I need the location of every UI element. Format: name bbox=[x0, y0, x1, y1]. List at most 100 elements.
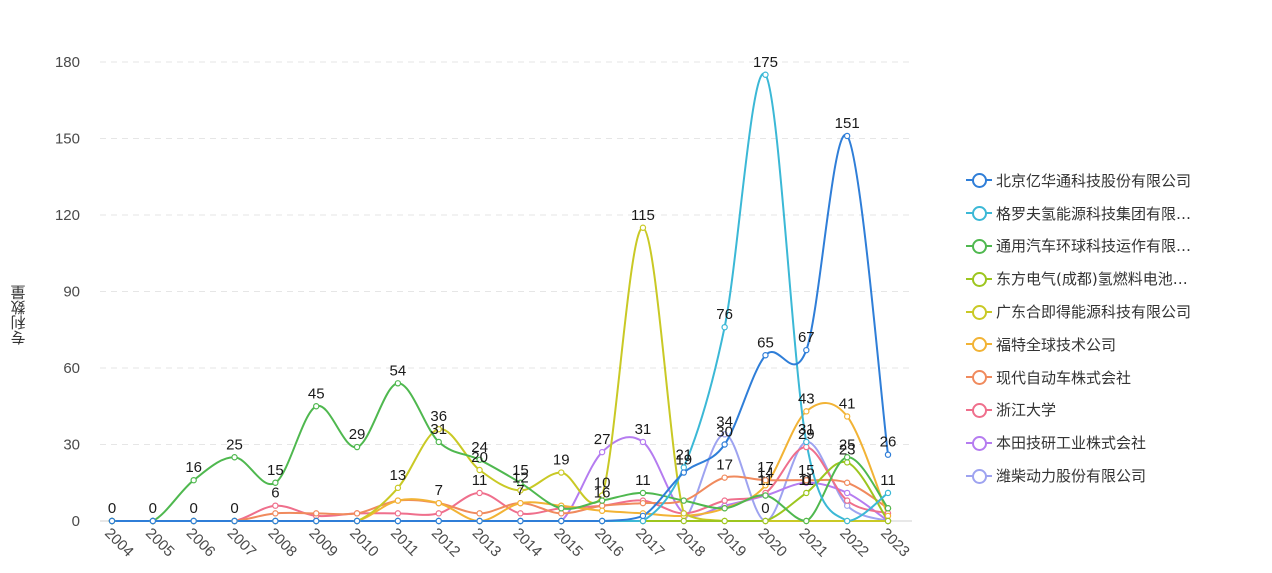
data-point[interactable] bbox=[762, 492, 769, 499]
data-point[interactable] bbox=[884, 505, 892, 512]
data-point[interactable] bbox=[435, 426, 442, 433]
data-point[interactable] bbox=[313, 403, 320, 410]
data-point[interactable] bbox=[476, 466, 483, 474]
data-point[interactable] bbox=[272, 510, 279, 517]
data-point[interactable] bbox=[762, 482, 769, 489]
data-point[interactable] bbox=[680, 469, 687, 476]
data-point[interactable] bbox=[803, 443, 810, 451]
data-point[interactable] bbox=[558, 510, 565, 517]
data-point[interactable] bbox=[517, 479, 524, 486]
data-point[interactable] bbox=[803, 408, 810, 415]
data-point[interactable] bbox=[721, 474, 728, 481]
data-point[interactable] bbox=[598, 517, 606, 525]
data-point[interactable] bbox=[680, 497, 687, 504]
data-point[interactable] bbox=[639, 517, 647, 525]
data-point[interactable] bbox=[558, 517, 565, 525]
data-label: 19 bbox=[675, 452, 692, 469]
data-point[interactable] bbox=[313, 517, 320, 525]
data-point[interactable] bbox=[803, 477, 810, 484]
legend-item[interactable]: 潍柴动力股份有限公司 bbox=[966, 459, 1191, 492]
data-point[interactable] bbox=[721, 505, 728, 512]
legend-item[interactable]: 东方电气(成都)氢燃料电池… bbox=[966, 262, 1191, 295]
data-point[interactable] bbox=[843, 479, 851, 486]
data-point[interactable] bbox=[803, 517, 810, 525]
legend-item[interactable]: 广东合即得能源科技有限公司 bbox=[966, 295, 1191, 328]
data-point[interactable] bbox=[884, 489, 892, 497]
data-point[interactable] bbox=[884, 517, 892, 525]
data-point[interactable] bbox=[149, 517, 157, 525]
legend-item[interactable]: 现代自动车株式会社 bbox=[966, 361, 1191, 394]
data-point[interactable] bbox=[558, 469, 565, 476]
legend-item[interactable]: 通用汽车环球科技运作有限… bbox=[966, 230, 1191, 263]
data-point[interactable] bbox=[313, 510, 320, 517]
data-point[interactable] bbox=[435, 499, 442, 507]
data-point[interactable] bbox=[843, 132, 851, 140]
legend-item[interactable]: 格罗夫氢能源科技集团有限… bbox=[966, 197, 1191, 230]
data-point[interactable] bbox=[558, 505, 565, 512]
legend-item[interactable]: 浙江大学 bbox=[966, 394, 1191, 427]
data-point[interactable] bbox=[353, 443, 361, 451]
data-point[interactable] bbox=[435, 517, 442, 525]
data-point[interactable] bbox=[639, 438, 647, 446]
data-point[interactable] bbox=[517, 510, 524, 517]
data-point[interactable] bbox=[680, 517, 687, 525]
data-point[interactable] bbox=[721, 497, 728, 504]
data-point[interactable] bbox=[721, 517, 728, 525]
data-point[interactable] bbox=[598, 497, 606, 504]
legend-item[interactable]: 福特全球技术公司 bbox=[966, 328, 1191, 361]
data-point[interactable] bbox=[721, 431, 728, 438]
data-point[interactable] bbox=[353, 517, 361, 525]
data-point[interactable] bbox=[517, 517, 524, 525]
data-point[interactable] bbox=[803, 489, 810, 497]
data-point[interactable] bbox=[353, 510, 361, 517]
data-point[interactable] bbox=[843, 413, 851, 420]
data-point[interactable] bbox=[435, 438, 442, 446]
data-point[interactable] bbox=[843, 454, 851, 461]
data-point[interactable] bbox=[190, 477, 197, 484]
data-point[interactable] bbox=[762, 517, 769, 525]
data-point[interactable] bbox=[639, 489, 647, 497]
data-point[interactable] bbox=[598, 502, 606, 509]
data-point[interactable] bbox=[721, 324, 728, 331]
data-point[interactable] bbox=[803, 346, 810, 354]
data-point[interactable] bbox=[517, 499, 524, 507]
data-point[interactable] bbox=[190, 517, 197, 525]
data-point[interactable] bbox=[884, 512, 892, 520]
legend-item[interactable]: 本田技研工业株式会社 bbox=[966, 426, 1191, 459]
data-point[interactable] bbox=[231, 454, 238, 461]
data-point[interactable] bbox=[762, 71, 769, 78]
data-point[interactable] bbox=[843, 489, 851, 497]
data-point[interactable] bbox=[884, 451, 892, 458]
data-point[interactable] bbox=[108, 517, 116, 525]
data-point[interactable] bbox=[394, 484, 402, 492]
data-point[interactable] bbox=[843, 497, 851, 504]
data-point[interactable] bbox=[272, 479, 279, 486]
data-point[interactable] bbox=[476, 517, 483, 525]
data-point[interactable] bbox=[598, 507, 606, 514]
data-point[interactable] bbox=[231, 517, 238, 525]
data-point[interactable] bbox=[680, 510, 687, 517]
data-point[interactable] bbox=[394, 510, 402, 517]
data-point[interactable] bbox=[843, 517, 851, 525]
data-point[interactable] bbox=[272, 517, 279, 525]
data-point[interactable] bbox=[517, 487, 524, 494]
data-point[interactable] bbox=[394, 517, 402, 525]
data-point[interactable] bbox=[639, 499, 647, 507]
data-point[interactable] bbox=[598, 448, 606, 456]
legend-label: 潍柴动力股份有限公司 bbox=[996, 467, 1147, 486]
data-point[interactable] bbox=[476, 510, 483, 517]
data-point[interactable] bbox=[394, 380, 402, 387]
data-point[interactable] bbox=[394, 497, 402, 504]
data-point[interactable] bbox=[803, 438, 810, 446]
data-point[interactable] bbox=[435, 510, 442, 517]
data-point[interactable] bbox=[476, 456, 483, 463]
data-point[interactable] bbox=[639, 224, 647, 231]
data-point[interactable] bbox=[721, 441, 728, 448]
legend-item[interactable]: 北京亿华通科技股份有限公司 bbox=[966, 164, 1191, 197]
data-point[interactable] bbox=[476, 489, 483, 497]
data-point[interactable] bbox=[843, 502, 851, 509]
data-point[interactable] bbox=[762, 352, 769, 359]
data-point[interactable] bbox=[639, 512, 647, 520]
data-point[interactable] bbox=[843, 459, 851, 466]
data-point[interactable] bbox=[272, 502, 279, 509]
